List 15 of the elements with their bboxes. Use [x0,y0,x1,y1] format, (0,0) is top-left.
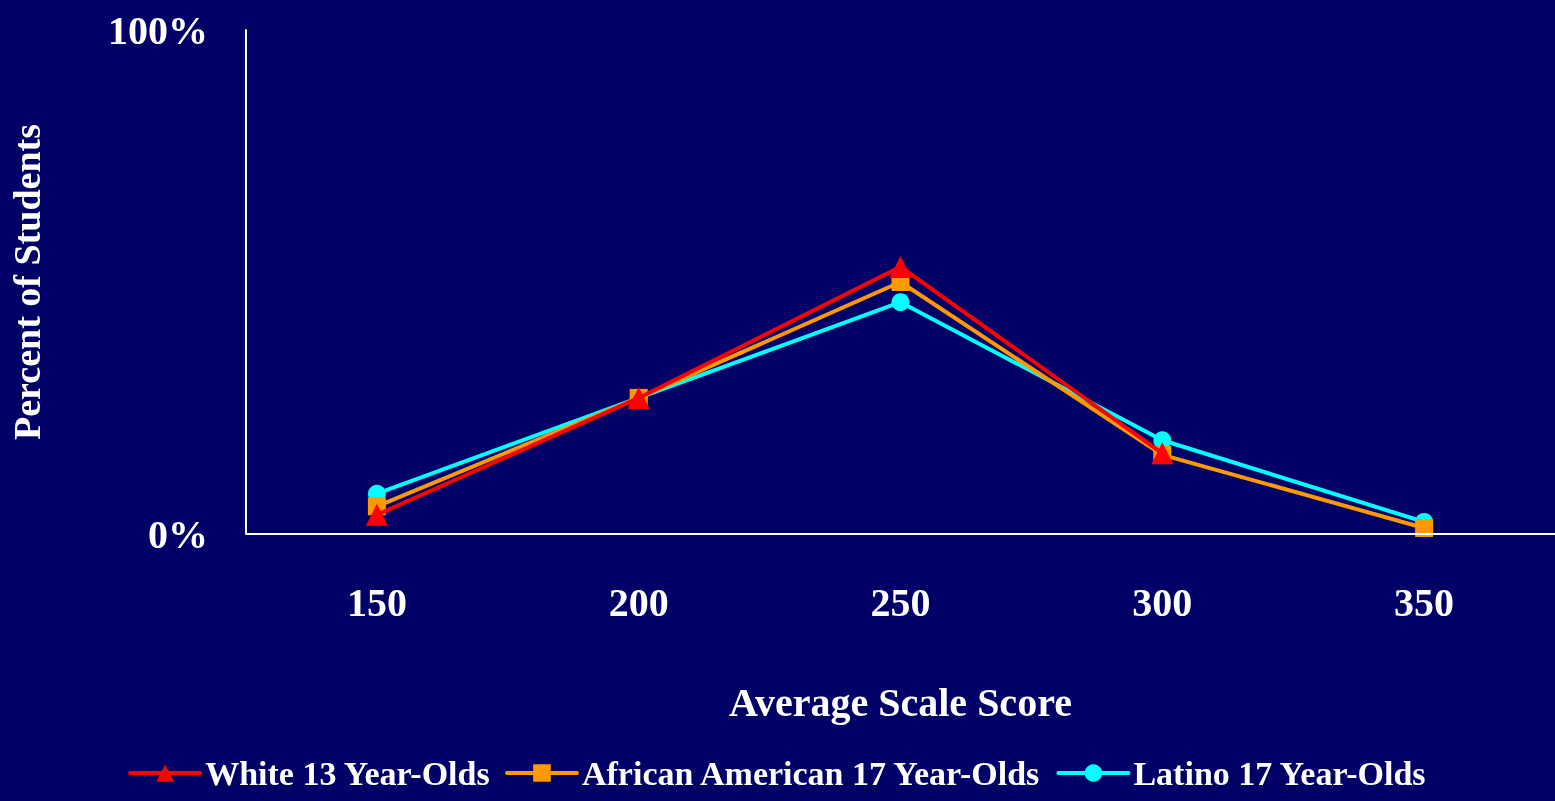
x-tick-label: 300 [1132,579,1193,625]
y-tick-label: 0% [148,511,208,557]
x-axis-title: Average Scale Score [729,679,1072,725]
x-tick-label: 350 [1394,579,1455,625]
legend-label: White 13 Year-Olds [205,754,490,792]
point [365,503,388,526]
legend-label: African American 17 Year-Olds [581,754,1040,792]
x-tick-label: 200 [608,579,669,625]
y-tick-label: 100% [108,7,208,53]
point [889,255,912,278]
y-axis-title: Percent of Students [6,124,48,440]
legend-label: Latino 17 Year-Olds [1133,754,1426,792]
x-tick-label: 250 [870,579,931,625]
x-tick-label: 150 [346,579,407,625]
point [891,293,910,312]
